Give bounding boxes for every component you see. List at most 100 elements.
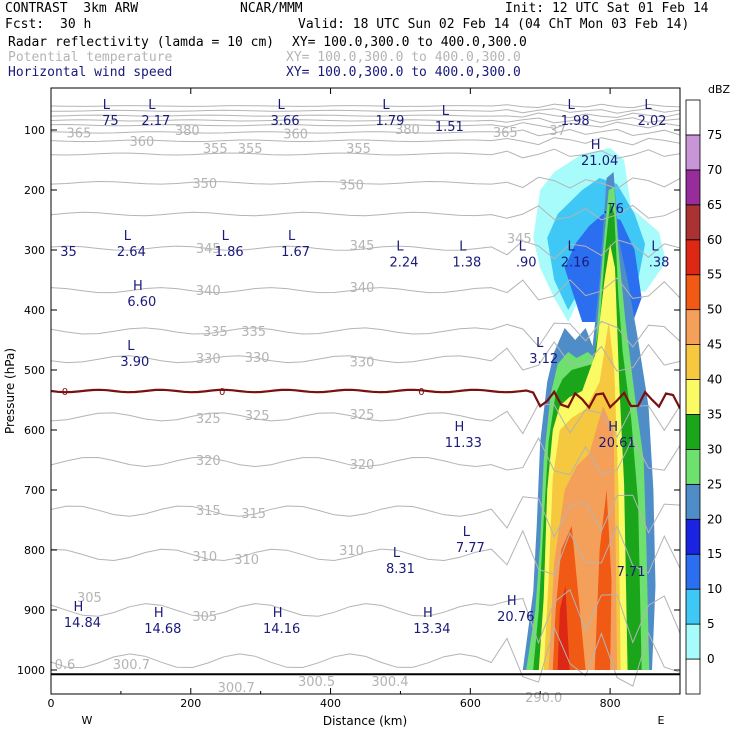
y-tick-label: 900 <box>24 604 45 617</box>
theta-contour-line <box>51 128 680 137</box>
wind-speed-value: 20.61 <box>598 436 635 451</box>
wind-speed-value: 14.68 <box>144 622 181 637</box>
y-tick-label: 800 <box>24 544 45 557</box>
theta-contour-line <box>51 108 680 114</box>
model-title: CONTRAST 3km ARW <box>5 1 139 16</box>
theta-contour-line <box>51 148 680 159</box>
colorbar-segment <box>685 309 701 345</box>
theta-label: 305 <box>192 610 217 625</box>
colorbar-segment <box>685 134 701 171</box>
theta-label: 355 <box>238 142 263 157</box>
theta-label: 355 <box>203 142 228 157</box>
field-2-xy: XY= 100.0,300.0 to 400.0,300.0 <box>286 50 521 65</box>
theta-label: 380 <box>395 123 420 138</box>
wind-speed-value: 1.38 <box>452 255 481 270</box>
wind-extremum-mark: H <box>74 600 84 615</box>
wind-speed-value: 1.67 <box>281 245 310 260</box>
wind-speed-value: 8.31 <box>386 562 415 577</box>
theta-label: 315 <box>196 504 221 519</box>
colorbar-level-label: 45 <box>707 338 722 352</box>
theta-label: 365 <box>493 126 518 141</box>
wind-extremum-mark: H <box>608 420 618 435</box>
zero-contour-label: 0 <box>62 387 68 398</box>
wind-speed-value: 2.64 <box>117 245 146 260</box>
theta-contour-line <box>51 176 680 190</box>
wind-speed-value: 35 <box>60 245 77 260</box>
wind-extremum-mark: L <box>568 98 576 113</box>
wind-speed-value: .90 <box>516 255 537 270</box>
wind-extremum-mark: L <box>124 229 132 244</box>
colorbar-segment <box>685 274 701 311</box>
wind-speed-value: 6.60 <box>127 295 156 310</box>
wind-extremum-mark: H <box>273 606 283 621</box>
wind-speed-value: 2.02 <box>638 114 667 129</box>
wind-speed-value: 75 <box>102 114 119 129</box>
wind-extremum-mark: L <box>651 239 659 254</box>
wind-extremum-mark: L <box>278 98 286 113</box>
wind-speed-value: 3.90 <box>120 355 149 370</box>
theta-label: 330 <box>350 356 375 371</box>
x-tick-label: 200 <box>180 697 201 710</box>
zero-contour-label: 0 <box>219 387 225 398</box>
y-tick-label: 100 <box>24 124 45 137</box>
refl-redorange-2 <box>594 490 612 670</box>
y-tick-label: 200 <box>24 184 45 197</box>
wind-speed-value: 2.16 <box>561 255 590 270</box>
colorbar-unit: dBZ <box>708 83 731 96</box>
wind-speed-value: 7.77 <box>456 541 485 556</box>
colorbar-segment <box>685 588 701 625</box>
wind-speed-value: 3.66 <box>271 114 300 129</box>
theta-label: 360 <box>129 135 154 150</box>
colorbar-segment <box>685 379 701 415</box>
wind-extremum-mark: L <box>519 239 527 254</box>
wind-extremum-mark: L <box>459 239 467 254</box>
theta-label: 305 <box>77 591 102 606</box>
y-tick-label: 600 <box>24 424 45 437</box>
org-label: NCAR/MMM <box>240 1 303 16</box>
wind-speed-labels: L75L2.17L3.66L1.79L1.51L1.98L2.02H21.04.… <box>60 98 669 637</box>
theta-label: 325 <box>245 409 270 424</box>
colorbar-level-label: 65 <box>707 198 722 212</box>
wind-speed-value: 2.24 <box>389 255 418 270</box>
theta-label: 335 <box>203 325 228 340</box>
theta-label: 350 <box>192 177 217 192</box>
wind-extremum-mark: L <box>148 98 156 113</box>
colorbar-level-label: 55 <box>707 268 722 282</box>
wind-extremum-mark: L <box>644 98 652 113</box>
wind-extremum-mark: H <box>133 279 143 294</box>
wind-extremum-mark: L <box>393 546 401 561</box>
theta-label: 300.7 <box>218 681 255 696</box>
field-1-name: Radar reflectivity (lamda = 10 cm) <box>8 35 275 50</box>
y-tick-label: 400 <box>24 304 45 317</box>
theta-label: 315 <box>241 507 266 522</box>
y-tick-label: 1000 <box>17 664 45 677</box>
colorbar-segment <box>685 99 701 136</box>
zero-contour-line <box>51 388 680 410</box>
wind-extremum-mark: L <box>127 339 135 354</box>
theta-label: 345 <box>196 242 221 257</box>
colorbar-segment <box>685 518 701 555</box>
theta-label: 320 <box>196 454 221 469</box>
field-2-name: Potential temperature <box>8 50 173 65</box>
theta-label: 325 <box>196 412 221 427</box>
theta-contour-line <box>51 436 680 476</box>
wind-extremum-mark: H <box>507 594 517 609</box>
theta-contour-line <box>51 277 680 301</box>
forecast-hour: 30 h <box>60 17 92 32</box>
y-axis-label: Pressure (hPa) <box>3 348 17 434</box>
theta-contour-line <box>51 117 680 124</box>
colorbar: 0 5 10 15 20 25 30 35 40 45 50 55 60 65 70 75 dBZ <box>685 83 731 695</box>
colorbar-level-label: 50 <box>707 303 722 317</box>
wind-speed-value: 3.12 <box>529 352 558 367</box>
x-tick-label: 400 <box>320 697 341 710</box>
colorbar-segment <box>685 344 701 380</box>
colorbar-segment <box>685 483 701 520</box>
theta-label: 300.4 <box>371 675 408 690</box>
theta-label: 290.0 <box>525 691 562 706</box>
wind-extremum-mark: L <box>382 98 390 113</box>
theta-contours <box>51 103 680 687</box>
theta-label: 350 <box>339 179 364 194</box>
colorbar-segment <box>685 239 701 276</box>
